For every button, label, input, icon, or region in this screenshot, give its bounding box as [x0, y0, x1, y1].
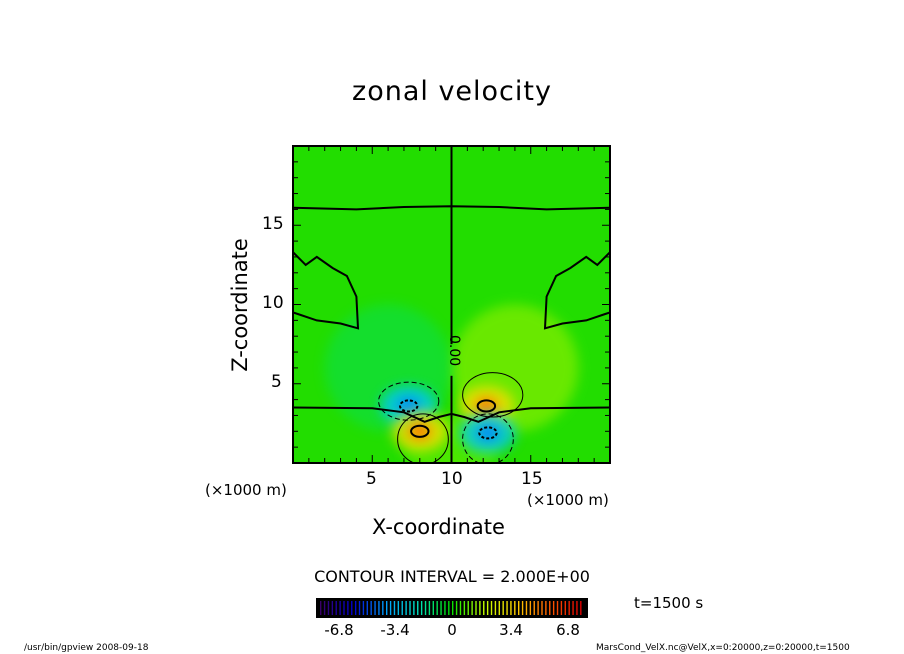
colorbar-swatch — [428, 601, 431, 615]
colorbar-swatch — [564, 601, 566, 615]
colorbar-swatch — [498, 601, 500, 615]
y-axis-label: Z-coordinate — [228, 238, 252, 372]
footer-left: /usr/bin/gpview 2008-09-18 — [24, 643, 149, 653]
colorbar-swatch — [444, 601, 446, 615]
colorbar-swatch — [378, 601, 380, 615]
colorbar-swatch — [323, 601, 326, 615]
colorbar-swatch — [343, 601, 345, 615]
time-label: t=1500 s — [634, 594, 704, 612]
colorbar-swatch — [374, 601, 376, 615]
colorbar-swatch — [331, 601, 334, 615]
colorbar-swatch — [452, 601, 454, 615]
colorbar-swatch — [320, 601, 322, 615]
colorbar-swatch — [432, 601, 434, 615]
colorbar-swatch — [514, 601, 516, 615]
colorbar-swatch — [347, 601, 349, 615]
colorbar-swatch — [572, 601, 574, 615]
x-tick-label: 5 — [366, 469, 377, 489]
colorbar-swatch — [366, 601, 368, 615]
positive-contour-line — [410, 424, 430, 438]
x-tick-label: 15 — [521, 469, 543, 489]
colorbar-tick-label: 6.8 — [556, 621, 580, 639]
x-axis-label: X-coordinate — [372, 515, 505, 539]
colorbar-swatch — [436, 601, 438, 615]
colorbar-tick-label: 0 — [447, 621, 457, 639]
chart-title: zonal velocity — [352, 76, 552, 107]
colorbar-swatch — [475, 601, 477, 615]
colorbar-swatch — [327, 601, 330, 615]
colorbar-swatch — [580, 601, 582, 615]
colorbar-swatch — [506, 601, 508, 615]
colorbar-swatch — [537, 601, 539, 615]
colorbar-tick-label: 3.4 — [499, 621, 523, 639]
colorbar-swatch — [568, 601, 570, 615]
y-tick-label: 15 — [262, 214, 284, 234]
zero-contour-line — [543, 251, 610, 330]
negative-contour-line — [478, 426, 498, 440]
colorbar-swatch — [459, 601, 462, 615]
colorbar-swatch — [401, 601, 403, 615]
colorbar-swatch — [490, 601, 493, 615]
colorbar-swatch — [370, 601, 372, 615]
colorbar-swatch — [354, 601, 357, 615]
colorbar-swatch — [576, 601, 578, 615]
footer-right: MarsCond_VelX.nc@VelX,x=0:20000,z=0:2000… — [596, 643, 850, 653]
colorbar-swatch — [362, 601, 365, 615]
colorbar-swatch — [521, 601, 524, 615]
colorbar-swatch — [409, 601, 411, 615]
colorbar-swatch — [502, 601, 504, 615]
colorbar-swatch — [386, 601, 388, 615]
y-tick-label: 5 — [271, 372, 282, 392]
colorbar-swatch — [382, 601, 384, 615]
colorbar-swatch — [541, 601, 543, 615]
colorbar-swatch — [393, 601, 396, 615]
colorbar-tick-label: -3.4 — [380, 621, 410, 639]
colorbar-swatch — [335, 601, 337, 615]
colorbar-swatch — [463, 601, 466, 615]
x-tick-label: 10 — [441, 469, 463, 489]
colorbar-swatch — [549, 601, 551, 615]
contour-interval-label: CONTOUR INTERVAL = 2.000E+00 — [314, 567, 590, 586]
colorbar-swatch — [339, 601, 341, 615]
colorbar-swatch — [389, 601, 392, 615]
y-unit-label: (×1000 m) — [205, 481, 287, 499]
colorbar-swatch — [455, 601, 458, 615]
colorbar-tick-label: -6.8 — [324, 621, 354, 639]
colorbar-swatch — [448, 601, 450, 615]
colorbar-swatch — [560, 601, 563, 615]
x-unit-label: (×1000 m) — [527, 491, 609, 509]
colorbar-swatch — [351, 601, 353, 615]
colorbar-swatch — [440, 601, 442, 615]
colorbar-swatch — [479, 601, 481, 615]
positive-contour-line — [476, 399, 497, 413]
y-tick-label: 10 — [262, 293, 284, 313]
colorbar-swatch — [420, 601, 423, 615]
negative-contour-line — [398, 399, 419, 413]
colorbar-swatch — [518, 601, 520, 615]
colorbar-swatch — [483, 601, 485, 615]
colorbar-swatch — [405, 601, 407, 615]
colorbar-swatch — [510, 601, 512, 615]
colorbar-swatch — [556, 601, 559, 615]
colorbar-swatch — [413, 601, 415, 615]
positive-contour-line — [462, 372, 524, 418]
negative-contour-line — [378, 381, 440, 421]
colorbar-swatch — [494, 601, 497, 615]
colorbar-swatch — [397, 601, 400, 615]
colorbar-swatch — [533, 601, 535, 615]
colorbar-swatch — [529, 601, 532, 615]
zero-contour-line — [293, 251, 360, 330]
contour-label: 0.00 — [446, 335, 462, 367]
colorbar-swatch — [486, 601, 489, 615]
colorbar-swatch — [545, 601, 547, 615]
colorbar-swatch — [424, 601, 427, 615]
colorbar-swatch — [552, 601, 555, 615]
colorbar-swatch — [467, 601, 469, 615]
colorbar-swatch — [358, 601, 361, 615]
colorbar-swatch — [471, 601, 473, 615]
positive-contour-line — [397, 413, 449, 463]
colorbar-swatch — [525, 601, 528, 615]
colorbar-swatch — [417, 601, 419, 615]
